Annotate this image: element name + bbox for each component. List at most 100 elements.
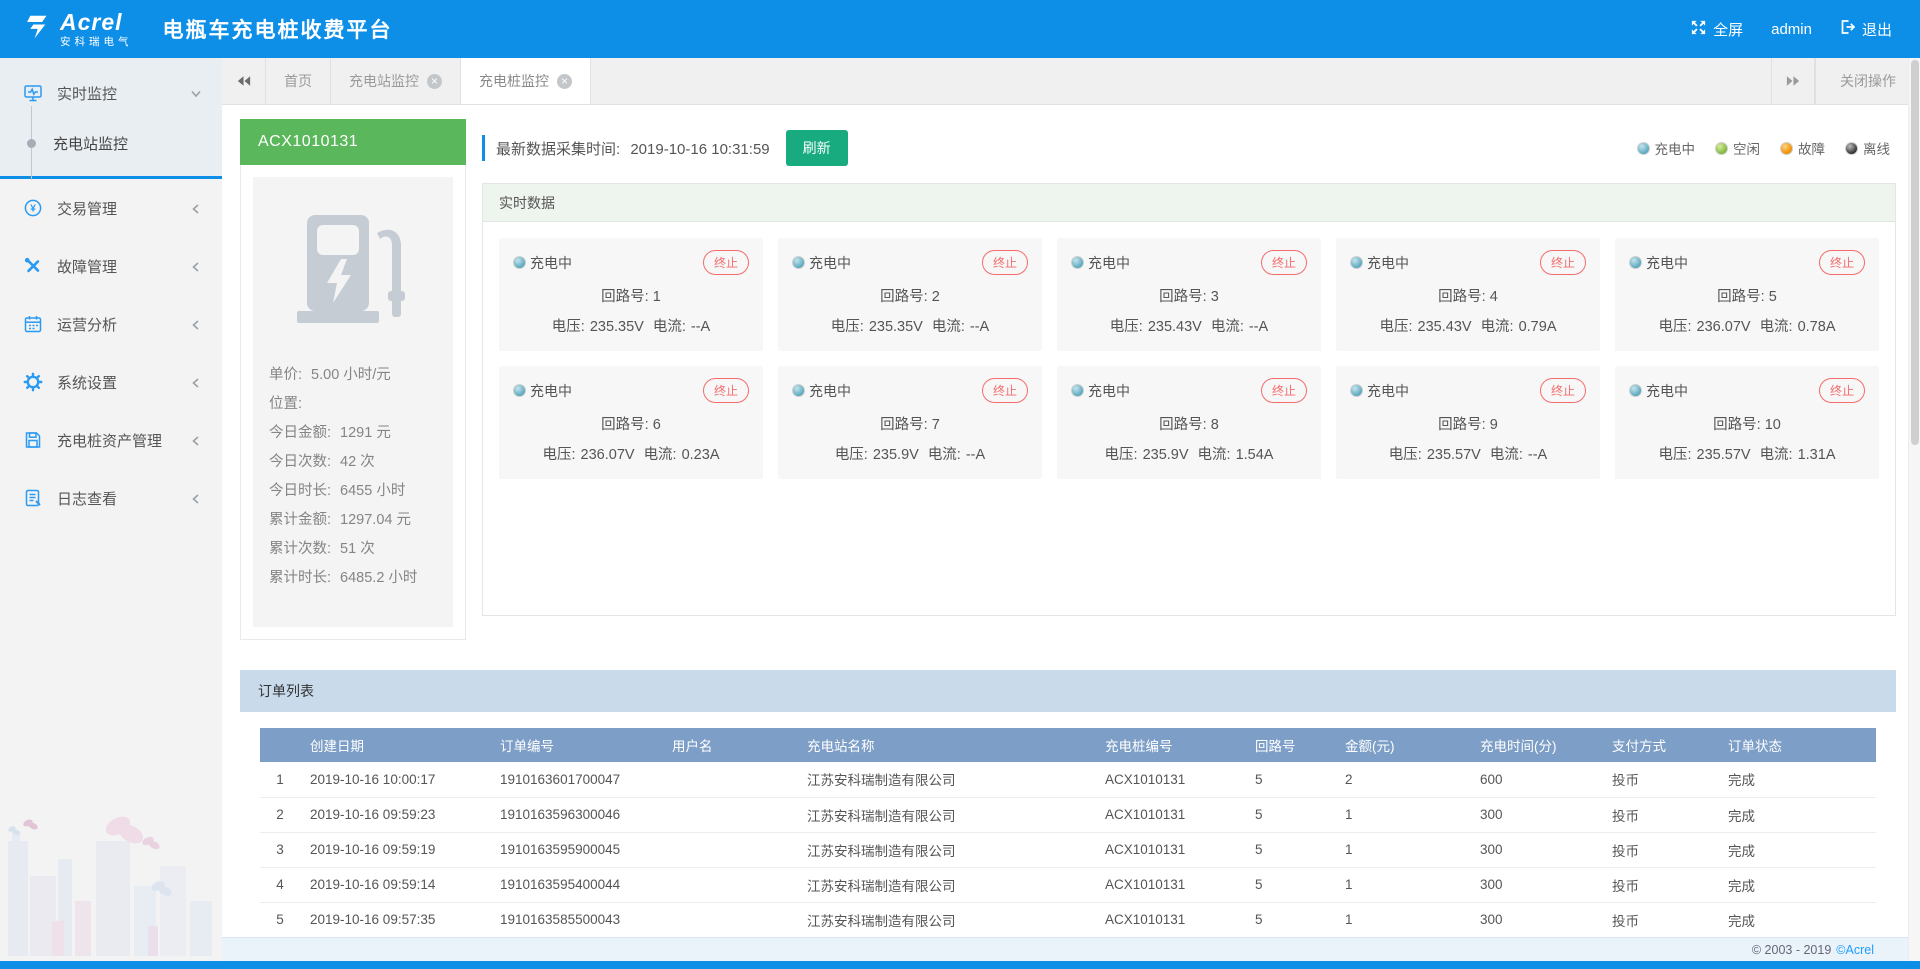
circuit-number: 回路号: 6 <box>513 413 749 434</box>
column-header: 充电站名称 <box>797 728 1095 762</box>
terminate-button[interactable]: 终止 <box>1540 378 1586 403</box>
user-menu[interactable]: admin <box>1771 21 1812 38</box>
station-id: ACX1010131 <box>240 119 466 165</box>
chevron-left-icon <box>190 318 202 330</box>
tab-close-icon[interactable]: × <box>557 74 572 89</box>
circuit-number: 回路号: 7 <box>792 413 1028 434</box>
order-row: 5 2019-10-16 09:57:35 1910163585500043 江… <box>260 902 1876 937</box>
cell-order-status: 完成 <box>1718 867 1876 902</box>
chevron-left-icon <box>190 492 202 504</box>
pile-status-card: 充电中 终止 回路号: 8 电压:235.9V电流:1.54A <box>1057 366 1321 479</box>
page-title: 电瓶车充电桩收费平台 <box>163 14 393 44</box>
close-operations-button[interactable]: 关闭操作 <box>1815 58 1920 104</box>
stat-today-count: 今日次数:42 次 <box>269 448 437 477</box>
tab-pile-monitor[interactable]: 充电桩监控 × <box>461 58 591 104</box>
calendar-icon <box>22 314 44 334</box>
sidebar-item-charging-station-monitor[interactable]: 充电站监控 <box>0 118 222 168</box>
legend-fault: 故障 <box>1780 138 1825 158</box>
cell-amount: 1 <box>1335 867 1470 902</box>
cell-order-status: 完成 <box>1718 902 1876 937</box>
voltage-current: 电压:235.57V电流:--A <box>1350 443 1586 464</box>
voltage-current: 电压:236.07V电流:0.23A <box>513 443 749 464</box>
terminate-button[interactable]: 终止 <box>703 378 749 403</box>
column-header: 充电时间(分) <box>1470 728 1602 762</box>
voltage-current: 电压:235.9V电流:--A <box>792 443 1028 464</box>
voltage-current: 电压:236.07V电流:0.78A <box>1629 315 1865 336</box>
brand-name: Acrel <box>60 11 133 34</box>
pile-status-card: 充电中 终止 回路号: 4 电压:235.43V电流:0.79A <box>1336 238 1600 351</box>
column-header: 用户名 <box>662 728 797 762</box>
column-index <box>260 728 300 762</box>
column-header: 订单编号 <box>490 728 662 762</box>
logout-icon <box>1840 19 1856 39</box>
pile-status-label: 充电中 <box>1367 381 1409 401</box>
sidebar-item-system-settings[interactable]: 系统设置 <box>0 353 222 411</box>
terminate-button[interactable]: 终止 <box>703 250 749 275</box>
terminate-button[interactable]: 终止 <box>1261 250 1307 275</box>
skyline-watermark <box>0 771 222 961</box>
column-header: 回路号 <box>1245 728 1335 762</box>
cell-order-status: 完成 <box>1718 832 1876 867</box>
vertical-scrollbar[interactable] <box>1908 58 1920 961</box>
tabs-scroll-right-button[interactable] <box>1771 58 1815 104</box>
charging-status-icon <box>1071 256 1084 269</box>
terminate-button[interactable]: 终止 <box>982 250 1028 275</box>
terminate-button[interactable]: 终止 <box>1819 378 1865 403</box>
accent-bar <box>482 135 485 161</box>
sidebar-item-label: 交易管理 <box>57 198 190 219</box>
fullscreen-button[interactable]: 全屏 <box>1690 19 1743 40</box>
sidebar-item-transactions[interactable]: ¥ 交易管理 <box>0 179 222 237</box>
tab-station-monitor[interactable]: 充电站监控 × <box>331 58 461 104</box>
column-header: 充电桩编号 <box>1095 728 1245 762</box>
charging-status-icon <box>1071 384 1084 397</box>
tab-home[interactable]: 首页 <box>266 58 331 104</box>
charging-status-icon <box>1637 142 1650 155</box>
charging-status-icon <box>1629 384 1642 397</box>
timeline-dot-icon <box>27 139 36 148</box>
circuit-number: 回路号: 8 <box>1071 413 1307 434</box>
pile-status-card: 充电中 终止 回路号: 1 电压:235.35V电流:--A <box>499 238 763 351</box>
terminate-button[interactable]: 终止 <box>1540 250 1586 275</box>
refresh-button[interactable]: 刷新 <box>786 130 848 166</box>
terminate-button[interactable]: 终止 <box>1261 378 1307 403</box>
circuit-number: 回路号: 2 <box>792 285 1028 306</box>
footer-brand-link[interactable]: ©Acrel <box>1836 943 1874 957</box>
sidebar-item-realtime-monitor[interactable]: 实时监控 <box>0 68 222 118</box>
cell-order-number: 1910163595400044 <box>490 867 662 902</box>
tab-bar: 首页 充电站监控 × 充电桩监控 × 关闭操作 <box>222 58 1920 105</box>
logout-button[interactable]: 退出 <box>1840 19 1892 40</box>
cell-charge-duration: 300 <box>1470 797 1602 832</box>
voltage-current: 电压:235.9V电流:1.54A <box>1071 443 1307 464</box>
charging-status-icon <box>1629 256 1642 269</box>
sidebar-item-fault-management[interactable]: 故障管理 <box>0 237 222 295</box>
cell-created-date: 2019-10-16 09:57:35 <box>300 902 490 937</box>
collect-time-value: 2019-10-16 10:31:59 <box>630 141 769 158</box>
cell-pile-number: ACX1010131 <box>1095 902 1245 937</box>
tab-label: 充电桩监控 <box>479 71 549 91</box>
legend-charging: 充电中 <box>1637 138 1696 158</box>
cell-created-date: 2019-10-16 10:00:17 <box>300 762 490 797</box>
cell-order-number: 1910163596300046 <box>490 797 662 832</box>
cell-circuit-number: 5 <box>1245 762 1335 797</box>
cell-circuit-number: 5 <box>1245 832 1335 867</box>
scrollbar-thumb[interactable] <box>1911 60 1919 445</box>
sidebar-item-label: 运营分析 <box>57 314 190 335</box>
tabs-scroll-left-button[interactable] <box>222 58 266 104</box>
charging-status-icon <box>792 256 805 269</box>
pile-status-label: 充电中 <box>1646 253 1688 273</box>
terminate-button[interactable]: 终止 <box>982 378 1028 403</box>
pile-status-label: 充电中 <box>1367 253 1409 273</box>
sidebar-item-log-view[interactable]: 日志查看 <box>0 469 222 527</box>
sidebar-item-operation-analysis[interactable]: 运营分析 <box>0 295 222 353</box>
idle-status-icon <box>1715 142 1728 155</box>
stat-total-duration: 累计时长:6485.2 小时 <box>269 564 437 593</box>
cell-circuit-number: 5 <box>1245 867 1335 902</box>
charging-status-icon <box>1350 384 1363 397</box>
tab-close-icon[interactable]: × <box>427 74 442 89</box>
terminate-button[interactable]: 终止 <box>1819 250 1865 275</box>
legend-offline: 离线 <box>1845 138 1890 158</box>
pile-status-card: 充电中 终止 回路号: 9 电压:235.57V电流:--A <box>1336 366 1600 479</box>
acrel-logo-icon <box>26 12 52 47</box>
cell-circuit-number: 5 <box>1245 797 1335 832</box>
sidebar-item-pile-assets[interactable]: 充电桩资产管理 <box>0 411 222 469</box>
